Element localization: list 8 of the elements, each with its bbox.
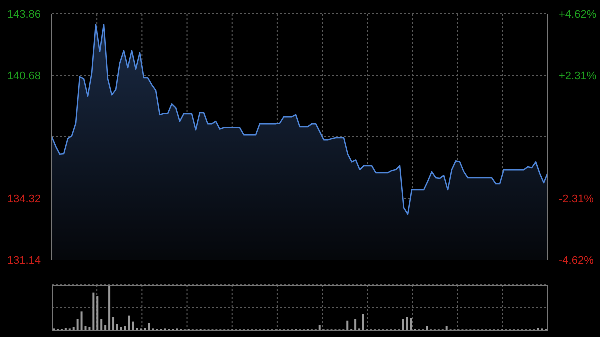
- y2-tick-label: -4.62%: [559, 255, 594, 267]
- y-tick-label: 143.86: [7, 9, 41, 21]
- y-tick-label: 140.68: [7, 70, 41, 82]
- y2-tick-label: -2.31%: [559, 194, 594, 206]
- y-tick-label: 134.32: [7, 194, 41, 206]
- y2-tick-label: +2.31%: [559, 70, 597, 82]
- y2-tick-label: +4.62%: [559, 9, 597, 21]
- y-tick-label: 131.14: [7, 255, 41, 267]
